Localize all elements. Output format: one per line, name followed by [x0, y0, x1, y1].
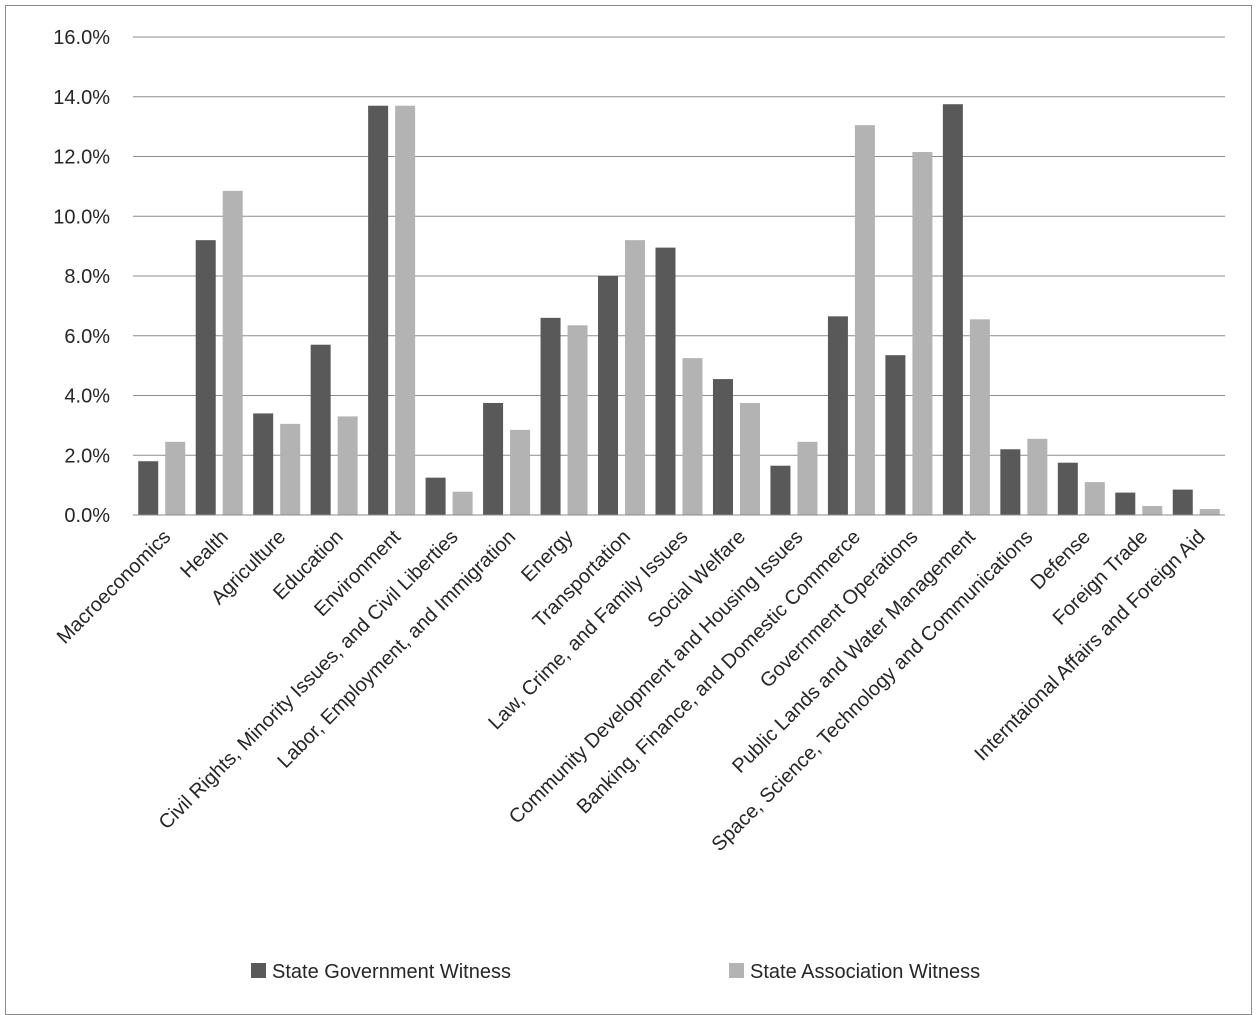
- bar-state-association-witness-community-development-and-housing-issues: [797, 441, 818, 515]
- bar-state-association-witness-education: [337, 416, 358, 515]
- bar-state-government-witness-civil-rights-minority-issues-and-civil-liberties: [425, 477, 446, 515]
- bar-state-government-witness-labor-employment-and-immigration: [483, 402, 504, 515]
- bar-state-government-witness-education: [310, 344, 331, 515]
- bar-state-association-witness-macroeconomics: [165, 441, 186, 515]
- bar-state-association-witness-banking-finance-and-domestic-commerce: [854, 125, 875, 515]
- bar-state-association-witness-social-welfare: [739, 402, 760, 515]
- y-tick-label: 2.0%: [64, 445, 110, 467]
- bar-state-association-witness-health: [222, 190, 243, 515]
- bars: [138, 104, 1220, 516]
- legend-label-state-government-witness: State Government Witness: [272, 961, 511, 983]
- legend-swatch-state-government-witness: [251, 963, 266, 978]
- bar-state-association-witness-civil-rights-minority-issues-and-civil-liberties: [452, 491, 473, 515]
- bar-state-government-witness-energy: [540, 317, 561, 515]
- y-tick-label: 8.0%: [64, 266, 110, 288]
- category-labels: Macroeconomics HealthAgricultureEducation…: [53, 526, 1210, 856]
- y-tick-label: 4.0%: [64, 386, 110, 408]
- bar-state-government-witness-health: [195, 240, 216, 515]
- bar-state-government-witness-government-operations: [885, 355, 906, 515]
- y-tick-label: 10.0%: [53, 206, 110, 228]
- y-tick-label: 12.0%: [53, 147, 110, 169]
- bar-state-government-witness-interntaional-affairs-and-foreign-aid: [1172, 489, 1193, 515]
- bar-state-association-witness-interntaional-affairs-and-foreign-aid: [1199, 509, 1220, 515]
- bar-state-government-witness-public-lands-and-water-management: [942, 104, 963, 515]
- y-tick-label: 0.0%: [64, 505, 110, 527]
- gridlines: [133, 36, 1225, 456]
- bar-state-government-witness-law-crime-and-family-issues: [655, 247, 676, 515]
- bar-state-association-witness-defense: [1084, 482, 1105, 515]
- bar-state-government-witness-space-science-technology-and-communications: [1000, 449, 1021, 515]
- bar-state-government-witness-social-welfare: [712, 379, 733, 515]
- bar-state-government-witness-transportation: [598, 276, 619, 515]
- category-label-health: Health: [176, 526, 232, 582]
- bar-state-association-witness-labor-employment-and-immigration: [510, 429, 531, 515]
- legend: State Government Witness State Associati…: [251, 961, 980, 983]
- bar-state-association-witness-public-lands-and-water-management: [969, 319, 990, 515]
- y-tick-label: 6.0%: [64, 326, 110, 348]
- category-label-macroeconomics: Macroeconomics: [53, 526, 175, 648]
- bar-state-association-witness-space-science-technology-and-communications: [1027, 438, 1048, 515]
- bar-state-government-witness-banking-finance-and-domestic-commerce: [827, 316, 848, 515]
- bar-state-government-witness-environment: [368, 105, 389, 516]
- y-axis-tick-labels: 0.0% 2.0% 4.0% 6.0% 8.0% 10.0% 12.0% 14.0% 16.0%: [53, 27, 110, 527]
- bar-state-association-witness-agriculture: [280, 423, 301, 515]
- bar-state-association-witness-energy: [567, 325, 588, 515]
- legend-swatch-state-association-witness: [729, 963, 744, 978]
- legend-label-state-association-witness: State Association Witness: [750, 961, 980, 983]
- bar-state-government-witness-agriculture: [253, 413, 274, 515]
- bar-state-government-witness-defense: [1057, 462, 1078, 515]
- y-tick-label: 14.0%: [53, 87, 110, 109]
- bar-state-government-witness-macroeconomics: [138, 461, 159, 515]
- bar-state-association-witness-environment: [395, 105, 416, 516]
- y-tick-label: 16.0%: [53, 27, 110, 49]
- bar-state-government-witness-community-development-and-housing-issues: [770, 465, 791, 515]
- bar-state-government-witness-foreign-trade: [1115, 492, 1136, 515]
- bar-state-association-witness-transportation: [625, 240, 646, 515]
- bar-state-association-witness-foreign-trade: [1142, 506, 1163, 515]
- category-label-social-welfare: Social Welfare: [644, 526, 750, 632]
- bar-state-association-witness-government-operations: [912, 152, 933, 516]
- bar-state-association-witness-law-crime-and-family-issues: [682, 358, 703, 515]
